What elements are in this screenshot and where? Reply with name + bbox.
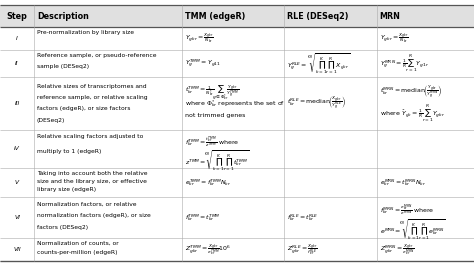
Text: reference sample, or relative scaling: reference sample, or relative scaling bbox=[37, 95, 147, 100]
Bar bbox=[0, 77, 474, 130]
Text: multiply to 1 (edgeR): multiply to 1 (edgeR) bbox=[37, 149, 101, 154]
Text: library size (edgeR): library size (edgeR) bbox=[37, 187, 96, 192]
Text: $Y_g^{MRN} = \frac{1}{R}\sum_{r=1}^{R} Y_{g1r}$: $Y_g^{MRN} = \frac{1}{R}\sum_{r=1}^{R} Y… bbox=[380, 53, 429, 74]
Bar bbox=[0, 197, 474, 238]
Text: VI: VI bbox=[14, 215, 20, 220]
Text: sample (DESeq2): sample (DESeq2) bbox=[37, 64, 89, 69]
Text: $Y_g^{RLE} = \sqrt[KR]{\prod_{k=1}^{K}\prod_{r=1}^{R} X_{gkr}}$: $Y_g^{RLE} = \sqrt[KR]{\prod_{k=1}^{K}\p… bbox=[287, 51, 350, 76]
Text: $e_{kr}^{TMM} = f_{kr}^{TMM}N_{kr}$: $e_{kr}^{TMM} = f_{kr}^{TMM}N_{kr}$ bbox=[185, 177, 232, 188]
Text: normalization factors (edgeR), or size: normalization factors (edgeR), or size bbox=[37, 213, 151, 218]
Text: Relative sizes of transcriptomes and: Relative sizes of transcriptomes and bbox=[37, 84, 146, 88]
Text: Reference sample, or pseudo-reference: Reference sample, or pseudo-reference bbox=[37, 53, 156, 58]
Bar bbox=[0, 27, 474, 50]
Text: not trimmed genes: not trimmed genes bbox=[185, 113, 246, 118]
Text: $Z_{gkr}^{MRN} = \frac{X_{gkr}}{e_{kr}^{MRN}}$: $Z_{gkr}^{MRN} = \frac{X_{gkr}}{e_{kr}^{… bbox=[380, 242, 414, 257]
Text: VII: VII bbox=[13, 247, 21, 252]
Text: Relative scaling factors adjusted to: Relative scaling factors adjusted to bbox=[37, 134, 143, 139]
Bar bbox=[0, 5, 474, 27]
Text: $f_{kr}^{MRN} = \frac{e_{kr}^{MRN}}{e^{MRN}}$ where: $f_{kr}^{MRN} = \frac{e_{kr}^{MRN}}{e^{M… bbox=[380, 202, 434, 218]
Bar bbox=[0, 130, 474, 168]
Text: Normalization factors, or relative: Normalization factors, or relative bbox=[37, 202, 137, 207]
Text: IV: IV bbox=[14, 146, 20, 151]
Text: counts-per-million (edgeR): counts-per-million (edgeR) bbox=[37, 250, 118, 255]
Text: $t_{kr}^{MRN} = \mathrm{median}\!\left(\frac{Y_{gkr}}{Y_g^{MRN}}\right)$: $t_{kr}^{MRN} = \mathrm{median}\!\left(\… bbox=[380, 84, 442, 101]
Bar bbox=[0, 238, 474, 261]
Bar bbox=[0, 168, 474, 197]
Text: Pre-normalization by library size: Pre-normalization by library size bbox=[37, 30, 134, 35]
Text: size and the library size, or effective: size and the library size, or effective bbox=[37, 179, 147, 184]
Text: TMM (edgeR): TMM (edgeR) bbox=[185, 12, 246, 21]
Text: $f_{kr}^{TMM} = \frac{t_{kr}^{TMM}}{z^{TMM}}$ where: $f_{kr}^{TMM} = \frac{t_{kr}^{TMM}}{z^{T… bbox=[185, 134, 239, 150]
Text: III: III bbox=[14, 101, 20, 106]
Text: Step: Step bbox=[7, 12, 27, 21]
Text: $Y_g^{TMM} = Y_{g11}$: $Y_g^{TMM} = Y_{g11}$ bbox=[185, 58, 221, 70]
Text: V: V bbox=[15, 180, 19, 185]
Text: where $\hat{Y}_{gk} = \frac{1}{R}\sum_{r=1}^{R} Y_{gkr}$: where $\hat{Y}_{gk} = \frac{1}{R}\sum_{r… bbox=[380, 104, 445, 124]
Text: MRN: MRN bbox=[380, 12, 401, 21]
Text: $e_{kr}^{MRN} = t_{kr}^{MRN}N_{kr}$: $e_{kr}^{MRN} = t_{kr}^{MRN}N_{kr}$ bbox=[380, 177, 426, 188]
Text: $Y_{gkr} = \frac{X_{gkr}}{N_{kr}}$: $Y_{gkr} = \frac{X_{gkr}}{N_{kr}}$ bbox=[185, 31, 214, 45]
Text: $t_{kr}^{TMM} = \frac{1}{N_{kr}^{*}}\!\sum_{g\in\Phi_{kr}^{*}}\frac{Y_{gkr}}{Y_g: $t_{kr}^{TMM} = \frac{1}{N_{kr}^{*}}\!\s… bbox=[185, 84, 239, 102]
Text: $t_{kr}^{RLE} = \mathrm{median}\!\left(\frac{X_{gkr}}{Y_g^{RLE}}\right)$: $t_{kr}^{RLE} = \mathrm{median}\!\left(\… bbox=[287, 95, 346, 112]
Text: $f_{kr}^{TMM} = t_{kr}^{TMM}$: $f_{kr}^{TMM} = t_{kr}^{TMM}$ bbox=[185, 212, 221, 223]
Text: $Z_{gkr}^{RLE} = \frac{X_{gkr}}{f_{kr}^{RLE}}$: $Z_{gkr}^{RLE} = \frac{X_{gkr}}{f_{kr}^{… bbox=[287, 242, 318, 257]
Text: where $\Phi_{kr}^{*}$ represents the set of: where $\Phi_{kr}^{*}$ represents the set… bbox=[185, 98, 285, 109]
Text: II: II bbox=[15, 61, 19, 66]
Text: RLE (DESeq2): RLE (DESeq2) bbox=[287, 12, 349, 21]
Text: $f_{kr}^{RLE} = t_{kr}^{RLE}$: $f_{kr}^{RLE} = t_{kr}^{RLE}$ bbox=[287, 212, 319, 223]
Bar bbox=[0, 50, 474, 77]
Text: $z^{TMM}\!=\!\sqrt[KR]{\prod_{k=1}^{K}\prod_{r=1}^{R} t_{kr}^{TMM}}$: $z^{TMM}\!=\!\sqrt[KR]{\prod_{k=1}^{K}\p… bbox=[185, 149, 249, 173]
Text: $Z_{gkr}^{TMM} = \frac{X_{gkr}}{e_{kr}^{TMM}} 10^6$: $Z_{gkr}^{TMM} = \frac{X_{gkr}}{e_{kr}^{… bbox=[185, 242, 231, 257]
Text: factors (edgeR), or size factors: factors (edgeR), or size factors bbox=[37, 106, 130, 111]
Text: Taking into account both the relative: Taking into account both the relative bbox=[37, 171, 147, 176]
Text: Description: Description bbox=[37, 12, 89, 21]
Text: I: I bbox=[16, 36, 18, 41]
Text: (DESeq2): (DESeq2) bbox=[37, 118, 65, 123]
Text: factors (DESeq2): factors (DESeq2) bbox=[37, 225, 88, 230]
Text: $Y_{gkr} = \frac{X_{gkr}}{N_{kr}}$: $Y_{gkr} = \frac{X_{gkr}}{N_{kr}}$ bbox=[380, 31, 409, 45]
Text: Normalization of counts, or: Normalization of counts, or bbox=[37, 241, 118, 246]
Text: $e^{MRN}\!=\!\sqrt[KR]{\prod_{k=1}^{K}\prod_{r=1}^{R} e_{kr}^{MRN}}$: $e^{MRN}\!=\!\sqrt[KR]{\prod_{k=1}^{K}\p… bbox=[380, 218, 446, 242]
